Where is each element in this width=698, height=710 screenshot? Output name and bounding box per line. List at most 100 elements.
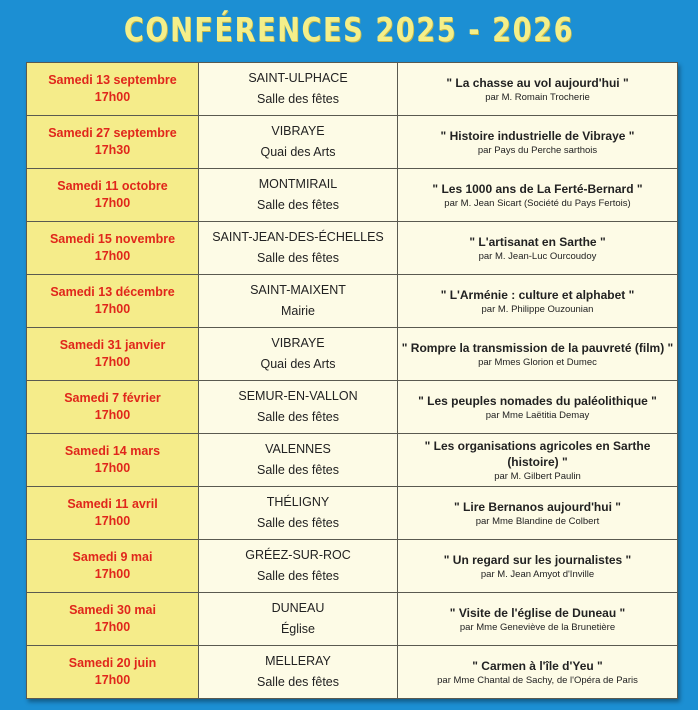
conference-schedule-table: Samedi 13 septembre 17h00 SAINT-ULPHACE Sal… — [26, 62, 678, 699]
place-cell: SAINT-JEAN-DES-ÉCHELLES Salle des fêtes — [198, 221, 398, 275]
date-cell: Samedi 15 novembre 17h00 — [26, 221, 199, 275]
place-cell: THÉLIGNY Salle des fêtes — [198, 486, 398, 540]
talk-title: " Un regard sur les journalistes " — [443, 552, 632, 567]
talk-cell: " Histoire industrielle de Vibraye " par … — [397, 115, 678, 169]
talk-title: " Carmen à l'île d'Yeu " — [472, 658, 603, 673]
schedule-row: Samedi 30 mai 17h00 DUNEAU Église " Visite d… — [26, 592, 678, 646]
schedule-row: Samedi 7 février 17h00 SEMUR-EN-VALLON Sall… — [26, 380, 678, 434]
time: 17h00 — [94, 408, 131, 422]
talk-title: " Rompre la transmission de la pauvreté … — [401, 340, 674, 355]
schedule-row: Samedi 11 octobre 17h00 MONTMIRAIL Salle de… — [26, 168, 678, 222]
talk-title: " Histoire industrielle de Vibraye " — [440, 128, 635, 143]
speaker: par M. Romain Trocherie — [485, 91, 590, 103]
talk-title: " L'Arménie : culture et alphabet " — [440, 287, 635, 302]
schedule-row: Samedi 15 novembre 17h00 SAINT-JEAN-DES-ÉC… — [26, 221, 678, 275]
place-cell: MELLERAY Salle des fêtes — [198, 645, 398, 699]
schedule-row: Samedi 13 septembre 17h00 SAINT-ULPHACE Sal… — [26, 62, 678, 116]
date-cell: Samedi 30 mai 17h00 — [26, 592, 199, 646]
speaker: par M. Gilbert Paulin — [494, 470, 581, 482]
schedule-row: Samedi 31 janvier 17h00 VIBRAYE Quai des Ar… — [26, 327, 678, 381]
talk-title: " Les peuples nomades du paléolithique " — [418, 393, 657, 408]
date: Samedi 20 juin — [68, 656, 157, 670]
date-cell: Samedi 27 septembre 17h30 — [26, 115, 199, 169]
venue: Salle des fêtes — [257, 410, 339, 424]
time: 17h00 — [94, 196, 131, 210]
speaker: par M. Jean Amyot d'Inville — [480, 568, 595, 580]
speaker: par Mme Chantal de Sachy, de l'Opéra de … — [437, 674, 638, 686]
town: GRÉEZ-SUR-ROC — [245, 548, 351, 562]
date-cell: Samedi 31 janvier 17h00 — [26, 327, 199, 381]
speaker: par Mme Laëtitia Demay — [485, 409, 590, 421]
schedule-row: Samedi 11 avril 17h00 THÉLIGNY Salle des fê… — [26, 486, 678, 540]
time: 17h00 — [94, 620, 131, 634]
venue: Salle des fêtes — [257, 198, 339, 212]
town: SEMUR-EN-VALLON — [238, 389, 358, 403]
venue: Quai des Arts — [260, 357, 336, 371]
talk-title: " Lire Bernanos aujourd'hui " — [454, 499, 621, 514]
venue: Salle des fêtes — [257, 463, 339, 477]
venue: Salle des fêtes — [257, 92, 339, 106]
date-cell: Samedi 13 septembre 17h00 — [26, 62, 199, 116]
date-cell: Samedi 13 décembre 17h00 — [26, 274, 199, 328]
talk-cell: " Les peuples nomades du paléolithique "… — [397, 380, 678, 434]
talk-cell: " Un regard sur les journalistes " par M.… — [397, 539, 678, 593]
time: 17h00 — [94, 302, 131, 316]
place-cell: MONTMIRAIL Salle des fêtes — [198, 168, 398, 222]
time: 17h00 — [94, 90, 131, 104]
speaker: par Mme Geneviève de la Brunetière — [459, 621, 616, 633]
date-cell: Samedi 7 février 17h00 — [26, 380, 199, 434]
talk-cell: " L'artisanat en Sarthe " par M. Jean-Luc… — [397, 221, 678, 275]
place-cell: DUNEAU Église — [198, 592, 398, 646]
talk-cell: " Lire Bernanos aujourd'hui " par Mme Bla… — [397, 486, 678, 540]
time: 17h00 — [94, 514, 131, 528]
talk-title: " Visite de l'église de Duneau " — [449, 605, 626, 620]
town: MONTMIRAIL — [258, 177, 338, 191]
speaker: par M. Philippe Ouzounian — [481, 303, 594, 315]
talk-cell: " Rompre la transmission de la pauvreté … — [397, 327, 678, 381]
talk-cell: " Les 1000 ans de La Ferté-Bernard " par … — [397, 168, 678, 222]
date: Samedi 13 septembre — [48, 73, 177, 87]
date: Samedi 27 septembre — [48, 126, 177, 140]
schedule-row: Samedi 20 juin 17h00 MELLERAY Salle des fêt… — [26, 645, 678, 699]
date-cell: Samedi 11 octobre 17h00 — [26, 168, 199, 222]
town: MELLERAY — [265, 654, 331, 668]
venue: Église — [280, 622, 316, 636]
speaker: par M. Jean Sicart (Société du Pays Fert… — [444, 197, 631, 209]
town: SAINT-JEAN-DES-ÉCHELLES — [212, 230, 384, 244]
schedule-row: Samedi 13 décembre 17h00 SAINT-MAIXENT Mair… — [26, 274, 678, 328]
talk-title: " La chasse au vol aujourd'hui " — [446, 75, 629, 90]
date: Samedi 30 mai — [69, 603, 156, 617]
venue: Quai des Arts — [260, 145, 336, 159]
talk-cell: " Carmen à l'île d'Yeu " par Mme Chantal … — [397, 645, 678, 699]
venue: Salle des fêtes — [257, 251, 339, 265]
place-cell: VIBRAYE Quai des Arts — [198, 327, 398, 381]
place-cell: SAINT-ULPHACE Salle des fêtes — [198, 62, 398, 116]
time: 17h00 — [94, 355, 131, 369]
date-cell: Samedi 14 mars 17h00 — [26, 433, 199, 487]
date: Samedi 11 avril — [67, 497, 158, 511]
talk-cell: " L'Arménie : culture et alphabet " par M… — [397, 274, 678, 328]
place-cell: SEMUR-EN-VALLON Salle des fêtes — [198, 380, 398, 434]
town: DUNEAU — [271, 601, 325, 615]
talk-cell: " La chasse au vol aujourd'hui " par M. R… — [397, 62, 678, 116]
talk-title: " Les 1000 ans de La Ferté-Bernard " — [432, 181, 643, 196]
schedule-row: Samedi 27 septembre 17h30 VIBRAYE Quai des … — [26, 115, 678, 169]
venue: Salle des fêtes — [257, 516, 339, 530]
schedule-row: Samedi 14 mars 17h00 VALENNES Salle des fêt… — [26, 433, 678, 487]
schedule-row: Samedi 9 mai 17h00 GRÉEZ-SUR-ROC Salle des … — [26, 539, 678, 593]
venue: Mairie — [280, 304, 316, 318]
place-cell: VALENNES Salle des fêtes — [198, 433, 398, 487]
date: Samedi 13 décembre — [50, 285, 175, 299]
page-title: CONFÉRENCES 2025 - 2026 — [123, 10, 575, 49]
date: Samedi 14 mars — [64, 444, 161, 458]
date: Samedi 11 octobre — [57, 179, 168, 193]
date: Samedi 31 janvier — [59, 338, 166, 352]
time: 17h00 — [94, 249, 131, 263]
date: Samedi 15 novembre — [49, 232, 176, 246]
date: Samedi 9 mai — [72, 550, 153, 564]
talk-cell: " Les organisations agricoles en Sarthe … — [397, 433, 678, 487]
time: 17h30 — [94, 143, 131, 157]
talk-cell: " Visite de l'église de Duneau " par Mme … — [397, 592, 678, 646]
speaker: par M. Jean-Luc Ourcoudoy — [478, 250, 597, 262]
date-cell: Samedi 9 mai 17h00 — [26, 539, 199, 593]
